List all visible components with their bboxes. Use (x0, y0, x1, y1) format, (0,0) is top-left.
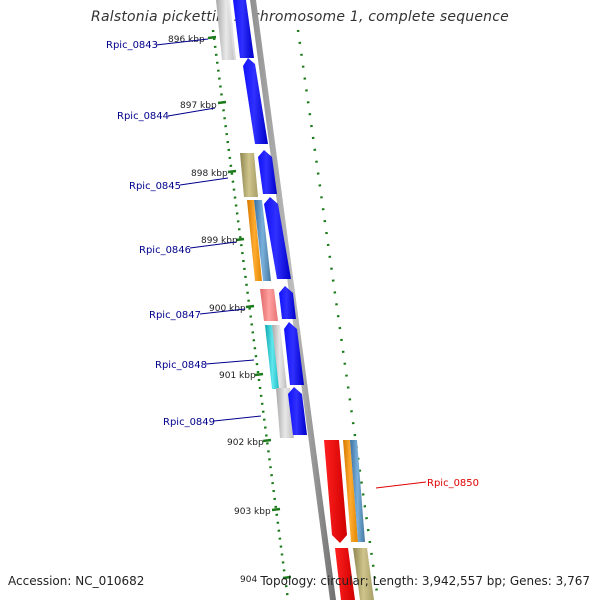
gene-arrow-0847 (279, 286, 296, 319)
gene-label-rpic-0844: Rpic_0844 (117, 111, 169, 122)
gene-label-rpic-0845: Rpic_0845 (129, 181, 181, 192)
gene-arrow-0845 (258, 150, 277, 194)
gene-arrow-0850 (324, 440, 347, 543)
gene-arrows (233, 0, 355, 600)
gene-arrow-0849 (288, 387, 307, 435)
ruler-labels: 896 kbp 897 kbp 898 kbp 899 kbp 900 kbp … (168, 35, 271, 585)
map-title: Ralstonia pickettii 12J chromosome 1, co… (91, 9, 509, 25)
gene-labels: Rpic_0843 Rpic_0844 Rpic_0845 Rpic_0846 … (106, 40, 479, 489)
feature-cyan-0848 (265, 325, 280, 389)
feature-steel-0846 (254, 200, 271, 281)
ruler-label-901: 901 kbp (219, 371, 256, 381)
feature-steel-0850 (350, 440, 365, 542)
accession-text: Accession: NC_010682 (8, 574, 145, 588)
gene-label-rpic-0849: Rpic_0849 (163, 417, 215, 428)
ruler-label-902: 902 kbp (227, 438, 264, 448)
feature-grey-0843 (216, 0, 236, 60)
ruler-label-904: 904 (240, 575, 257, 585)
feature-grey-0848 (272, 325, 287, 389)
feature-khaki-next (353, 548, 374, 600)
feature-orange-0850 (343, 440, 358, 542)
gene-label-rpic-0848: Rpic_0848 (155, 360, 207, 371)
gene-arrow-next (335, 548, 355, 600)
topology-summary: Topology: circular; Length: 3,942,557 bp… (260, 574, 590, 588)
ruler-label-897: 897 kbp (180, 101, 217, 111)
ruler-label-898: 898 kbp (191, 169, 228, 179)
label-leaders (155, 38, 427, 489)
gene-arrow-0844 (243, 58, 268, 144)
gene-label-rpic-0850: Rpic_0850 (427, 478, 479, 489)
ruler-label-899: 899 kbp (201, 236, 238, 246)
gene-arrow-0846 (264, 197, 291, 279)
gene-arrow-0843 (233, 0, 254, 58)
feature-orange-0846 (247, 200, 262, 281)
ruler-label-900: 900 kbp (209, 304, 246, 314)
gene-arrow-0848 (284, 322, 304, 385)
ruler-ticks (207, 35, 292, 580)
feature-pink-0847 (260, 289, 278, 321)
gene-label-rpic-0846: Rpic_0846 (139, 245, 191, 256)
feature-khaki-0845 (240, 153, 258, 197)
feature-tracks (216, 0, 374, 600)
gene-label-rpic-0843: Rpic_0843 (106, 40, 158, 51)
ruler-label-903: 903 kbp (234, 507, 271, 517)
gene-label-rpic-0847: Rpic_0847 (149, 310, 201, 321)
ruler-label-896: 896 kbp (168, 35, 205, 45)
